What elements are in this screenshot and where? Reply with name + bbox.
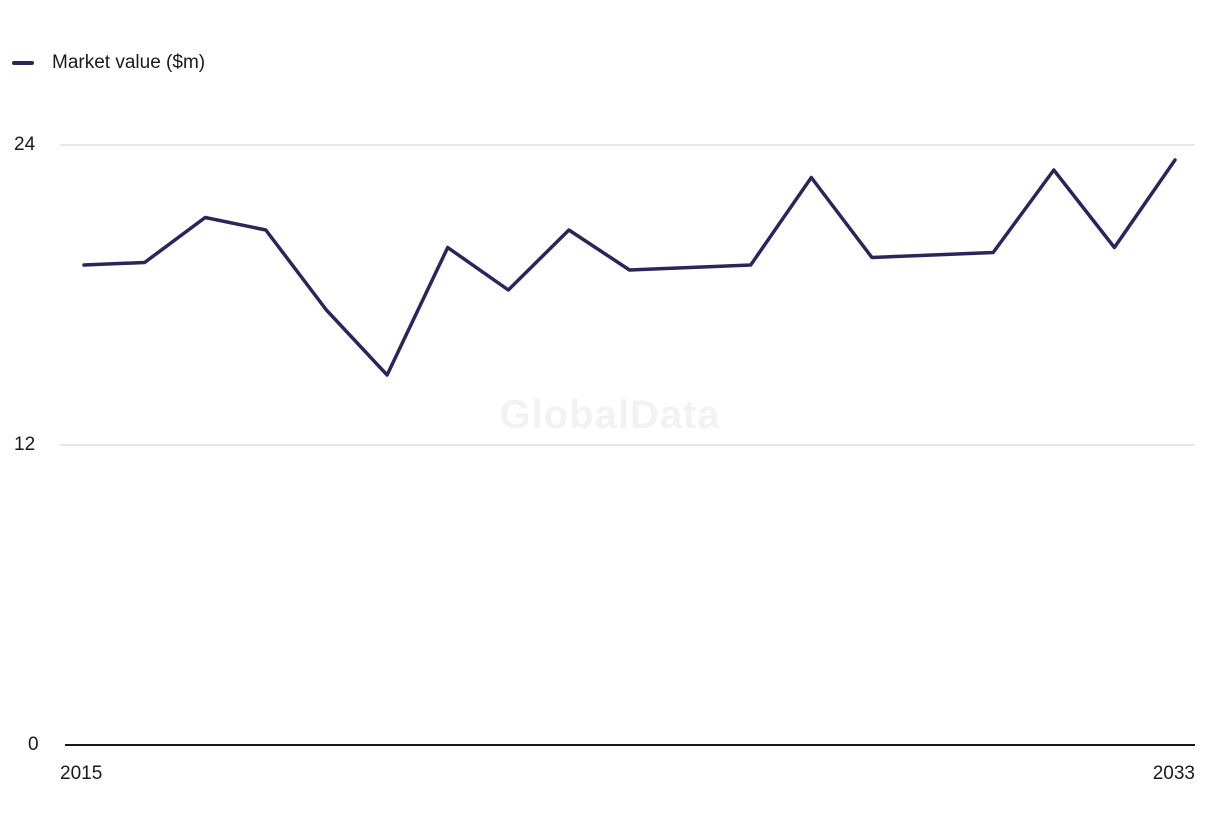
legend-label: Market value ($m) bbox=[52, 52, 206, 73]
legend-line-swatch bbox=[12, 61, 34, 65]
x-axis-tick-2015: 2015 bbox=[60, 763, 103, 784]
y-axis-tick-24: 24 bbox=[14, 134, 36, 155]
chart-svg bbox=[60, 144, 1195, 746]
y-axis-tick-12: 12 bbox=[14, 434, 36, 455]
chart-legend: Market value ($m) bbox=[12, 52, 205, 74]
y-axis-tick-0: 0 bbox=[28, 734, 39, 755]
market-value-series-line bbox=[82, 158, 1177, 377]
plot-area bbox=[60, 120, 1195, 746]
x-axis-tick-2033: 2033 bbox=[1152, 763, 1195, 784]
